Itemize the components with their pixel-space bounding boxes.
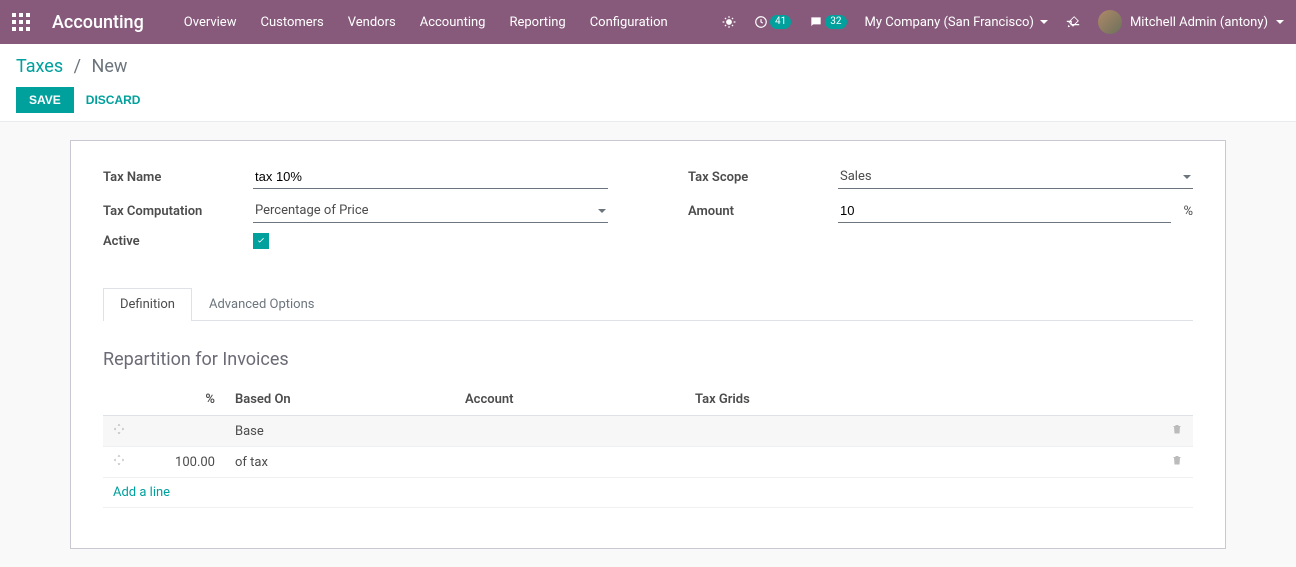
repartition-title: Repartition for Invoices (103, 349, 1193, 370)
company-switcher[interactable]: My Company (San Francisco) (865, 15, 1048, 30)
drag-handle-icon[interactable] (103, 447, 135, 478)
form-col-left: Tax Name Tax Computation Percentage of P… (103, 165, 608, 260)
tax-name-label: Tax Name (103, 170, 253, 185)
amount-label: Amount (688, 204, 838, 219)
tax-scope-value: Sales (840, 169, 872, 184)
cell-based-on[interactable]: of tax (225, 447, 455, 478)
notebook-tabs: Definition Advanced Options (103, 288, 1193, 321)
menu-overview[interactable]: Overview (184, 15, 237, 30)
breadcrumb-parent[interactable]: Taxes (16, 56, 63, 77)
settings-icon[interactable] (1066, 15, 1080, 29)
cell-tax-grids[interactable] (685, 447, 1161, 478)
tab-content-definition: Repartition for Invoices % Based On Acco… (103, 349, 1193, 508)
app-title[interactable]: Accounting (52, 12, 144, 33)
chevron-down-icon (1040, 20, 1048, 24)
top-navbar: Accounting Overview Customers Vendors Ac… (0, 0, 1296, 44)
messages-badge: 32 (825, 15, 846, 29)
navbar-right: 41 32 My Company (San Francisco) Mitchel… (722, 10, 1284, 34)
chevron-down-icon (1183, 175, 1191, 179)
user-menu[interactable]: Mitchell Admin (antony) (1098, 10, 1284, 34)
tax-computation-select[interactable]: Percentage of Price (253, 199, 608, 223)
form-col-right: Tax Scope Sales Amount % (688, 165, 1193, 260)
tax-scope-label: Tax Scope (688, 170, 838, 185)
table-row[interactable]: Base (103, 416, 1193, 447)
active-checkbox[interactable] (253, 233, 269, 249)
tab-advanced-options[interactable]: Advanced Options (192, 288, 331, 320)
add-line-link[interactable]: Add a line (103, 478, 1193, 508)
col-based-on: Based On (225, 384, 455, 416)
delete-row-icon[interactable] (1161, 416, 1193, 447)
user-name: Mitchell Admin (antony) (1130, 15, 1268, 30)
cell-based-on[interactable]: Base (225, 416, 455, 447)
menu-configuration[interactable]: Configuration (590, 15, 668, 30)
control-panel: Taxes / New SAVE DISCARD (0, 44, 1296, 122)
main-menu: Overview Customers Vendors Accounting Re… (184, 15, 668, 30)
activity-icon[interactable]: 41 (754, 15, 791, 29)
add-line-row: Add a line (103, 478, 1193, 508)
cell-tax-grids[interactable] (685, 416, 1161, 447)
avatar (1098, 10, 1122, 34)
col-account: Account (455, 384, 685, 416)
repartition-table: % Based On Account Tax Grids Base (103, 384, 1193, 508)
breadcrumb-separator: / (74, 56, 81, 77)
apps-icon[interactable] (12, 13, 30, 31)
col-percent: % (135, 384, 225, 416)
action-buttons: SAVE DISCARD (16, 87, 1280, 113)
cell-percent[interactable]: 100.00 (135, 447, 225, 478)
content-area: Tax Name Tax Computation Percentage of P… (0, 122, 1296, 567)
cell-percent[interactable] (135, 416, 225, 447)
tax-scope-select[interactable]: Sales (838, 165, 1193, 189)
company-name: My Company (San Francisco) (865, 15, 1034, 30)
save-button[interactable]: SAVE (16, 87, 74, 113)
active-label: Active (103, 234, 253, 249)
col-actions (1161, 384, 1193, 416)
drag-handle-icon[interactable] (103, 416, 135, 447)
cell-account[interactable] (455, 416, 685, 447)
delete-row-icon[interactable] (1161, 447, 1193, 478)
menu-reporting[interactable]: Reporting (509, 15, 565, 30)
table-row[interactable]: 100.00 of tax (103, 447, 1193, 478)
amount-input[interactable] (838, 199, 1171, 223)
messages-icon[interactable]: 32 (809, 15, 846, 29)
form-sheet: Tax Name Tax Computation Percentage of P… (70, 140, 1226, 549)
menu-customers[interactable]: Customers (260, 15, 323, 30)
breadcrumb-current: New (92, 56, 128, 77)
menu-accounting[interactable]: Accounting (420, 15, 486, 30)
discard-button[interactable]: DISCARD (86, 93, 141, 107)
tax-computation-value: Percentage of Price (255, 203, 369, 218)
form-grid: Tax Name Tax Computation Percentage of P… (103, 165, 1193, 260)
col-handle (103, 384, 135, 416)
cell-account[interactable] (455, 447, 685, 478)
amount-unit: % (1183, 204, 1193, 219)
tax-computation-label: Tax Computation (103, 204, 253, 219)
tab-definition[interactable]: Definition (103, 288, 192, 321)
col-tax-grids: Tax Grids (685, 384, 1161, 416)
chevron-down-icon (598, 209, 606, 213)
chevron-down-icon (1276, 20, 1284, 24)
menu-vendors[interactable]: Vendors (348, 15, 396, 30)
activity-badge: 41 (770, 15, 791, 29)
debug-icon[interactable] (722, 15, 736, 29)
breadcrumb: Taxes / New (16, 56, 1280, 77)
tax-name-input[interactable] (253, 165, 608, 189)
